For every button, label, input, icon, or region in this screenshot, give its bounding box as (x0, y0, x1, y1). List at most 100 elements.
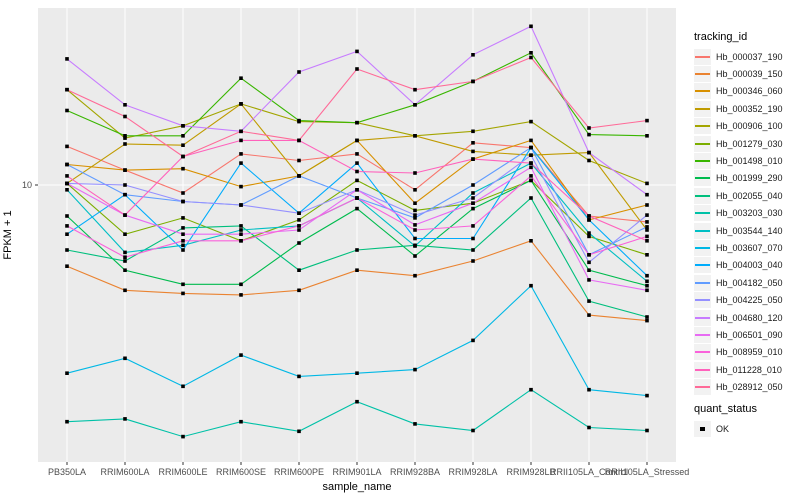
data-point (587, 132, 591, 137)
data-point (355, 268, 359, 272)
legend-items: Hb_000037_190 Hb_000039_150 Hb_000346_060 H… (694, 48, 783, 396)
legend-item-Hb_000906_100: Hb_000906_100 (694, 118, 783, 135)
data-point (181, 226, 185, 230)
data-point (355, 248, 359, 252)
data-point (65, 214, 69, 218)
y-axis-title: FPKM + 1 (2, 210, 14, 260)
data-point (65, 248, 69, 252)
data-point (239, 76, 243, 80)
data-point (123, 213, 127, 217)
x-tick-label-RRIM928BA: RRIM928BA (389, 467, 441, 477)
legend-item-label: Hb_002055_040 (716, 190, 783, 201)
data-point (123, 103, 127, 107)
data-point (297, 211, 301, 215)
data-point (645, 428, 649, 433)
data-point (587, 218, 591, 222)
data-point (123, 288, 127, 293)
legend-item-Hb_008959_010: Hb_008959_010 (694, 344, 783, 361)
data-point (355, 120, 359, 125)
data-point (529, 196, 533, 200)
legend-key-swatch (694, 344, 711, 361)
data-point (65, 162, 69, 167)
data-point (181, 282, 185, 287)
data-point (123, 192, 127, 197)
legend-item-Hb_001279_030: Hb_001279_030 (694, 135, 783, 152)
data-point (413, 367, 417, 372)
x-tick-label-RRIM600PE: RRIM600PE (273, 467, 325, 477)
data-point (181, 216, 185, 220)
data-point (239, 232, 243, 236)
data-point (471, 183, 475, 187)
quant-ok-key (694, 420, 711, 437)
data-point (529, 387, 533, 392)
legend-key-swatch (694, 205, 711, 222)
legend-key-swatch (694, 66, 711, 83)
data-point (471, 157, 475, 161)
legend-key-swatch (694, 222, 711, 239)
legend-key-swatch (694, 379, 711, 396)
data-point (645, 318, 649, 323)
x-tick-label-PB350LA: PB350LA (47, 467, 87, 477)
legend-line-icon (695, 229, 710, 232)
data-point (239, 161, 243, 165)
data-point (355, 178, 359, 183)
data-point (587, 231, 591, 235)
data-point (65, 144, 69, 149)
x-tick-label-RRII105LA_Control: RRII105LA_Control (549, 467, 629, 477)
data-point (529, 153, 533, 157)
data-point (529, 239, 533, 243)
data-point (413, 216, 417, 220)
data-point (123, 259, 127, 263)
data-point (123, 114, 127, 119)
data-point (239, 224, 243, 228)
data-point (123, 134, 127, 138)
legend-line-icon (695, 316, 710, 319)
legend-line-icon (695, 299, 710, 302)
data-point (471, 259, 475, 263)
data-point (471, 224, 475, 228)
legend-item-label: Hb_004225_050 (716, 295, 783, 306)
data-point (297, 224, 301, 228)
data-point (471, 236, 475, 241)
data-point (65, 419, 69, 424)
data-point (297, 228, 301, 232)
data-point (123, 142, 127, 146)
data-point (413, 273, 417, 278)
data-point (123, 168, 127, 172)
data-point (239, 353, 243, 357)
data-point (413, 208, 417, 213)
data-point (587, 214, 591, 218)
data-point (587, 126, 591, 130)
data-point (181, 191, 185, 195)
legend-key-swatch (694, 274, 711, 291)
legend-item-Hb_000352_190: Hb_000352_190 (694, 100, 783, 117)
data-point (645, 220, 649, 224)
y-tick-label: 10 (21, 180, 32, 190)
x-tick-label-RRIM600LA: RRIM600LA (100, 467, 150, 477)
data-point (355, 206, 359, 211)
data-point (471, 428, 475, 433)
legend-line-icon (695, 142, 710, 145)
data-point (645, 288, 649, 293)
legend-item-label: Hb_001999_290 (716, 173, 783, 184)
legend-line-icon (695, 281, 710, 284)
legend-item-Hb_004680_120: Hb_004680_120 (694, 309, 783, 326)
data-point (413, 213, 417, 217)
x-tick-label-RRIM600SE: RRIM600SE (215, 467, 267, 477)
data-point (645, 393, 649, 398)
data-point (587, 234, 591, 239)
x-tick-label-RRIM928LA: RRIM928LA (448, 467, 498, 477)
data-point (645, 279, 649, 284)
data-point (645, 234, 649, 239)
data-point (181, 154, 185, 159)
black-square-marker-icon (700, 426, 705, 432)
legend-item-Hb_003607_070: Hb_003607_070 (694, 239, 783, 256)
legend-item-label: Hb_003203_030 (716, 208, 783, 219)
legend-key-swatch (694, 48, 711, 65)
data-point (413, 236, 417, 241)
legend-item-label: Hb_004003_040 (716, 260, 783, 271)
x-tick-label-RRIM928LB: RRIM928LB (506, 467, 556, 477)
data-point (355, 371, 359, 375)
legend-line-icon (695, 107, 710, 110)
data-point (471, 129, 475, 134)
